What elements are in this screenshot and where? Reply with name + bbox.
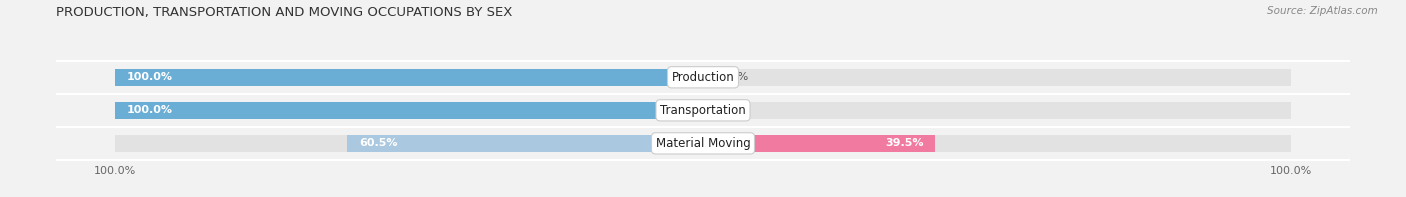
Text: Transportation: Transportation xyxy=(661,104,745,117)
Text: PRODUCTION, TRANSPORTATION AND MOVING OCCUPATIONS BY SEX: PRODUCTION, TRANSPORTATION AND MOVING OC… xyxy=(56,6,513,19)
Text: Production: Production xyxy=(672,71,734,84)
Text: 60.5%: 60.5% xyxy=(359,138,398,148)
Text: Material Moving: Material Moving xyxy=(655,137,751,150)
Bar xyxy=(347,135,703,152)
Text: Source: ZipAtlas.com: Source: ZipAtlas.com xyxy=(1267,6,1378,16)
Bar xyxy=(115,69,1291,86)
Text: 0.0%: 0.0% xyxy=(721,72,749,82)
Text: 100.0%: 100.0% xyxy=(127,105,173,115)
Bar xyxy=(115,69,703,86)
Bar xyxy=(115,102,1291,119)
Text: 100.0%: 100.0% xyxy=(127,72,173,82)
Text: 39.5%: 39.5% xyxy=(884,138,924,148)
Bar xyxy=(115,135,1291,152)
Bar xyxy=(115,102,703,119)
Text: 0.0%: 0.0% xyxy=(721,105,749,115)
Bar xyxy=(703,135,935,152)
